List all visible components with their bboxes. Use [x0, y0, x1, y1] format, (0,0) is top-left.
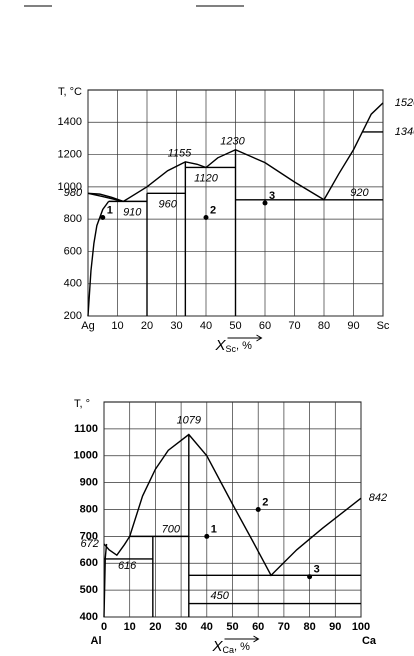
phase-line: [323, 102, 384, 201]
point-label: 2: [210, 204, 216, 216]
annotation: 1155: [168, 148, 193, 160]
phase-line: [87, 200, 110, 317]
annotation: 920: [350, 187, 369, 199]
point: [204, 533, 210, 539]
x-tick-label: 90: [329, 621, 341, 633]
x-tick-label: 40: [201, 621, 213, 633]
x-title-arrow: [227, 334, 263, 342]
y-tick-label: 600: [64, 245, 82, 257]
annotation: 980: [64, 187, 83, 199]
point: [307, 574, 313, 580]
x-tick-label: 70: [288, 320, 300, 332]
phase-line: [103, 543, 108, 618]
annotation: 842: [369, 492, 387, 504]
point: [100, 215, 106, 221]
x-title-main: X: [215, 337, 227, 354]
x-tick-label: 100: [352, 621, 370, 633]
y-tick-label: 400: [64, 278, 82, 290]
x-tick-label: 30: [170, 320, 182, 332]
x-tick-label: 80: [318, 320, 330, 332]
x-tick-label: 30: [175, 621, 187, 633]
y-tick-label: 200: [64, 310, 82, 322]
phase-line: [103, 535, 131, 557]
y-axis-title: T, °: [74, 398, 90, 410]
phase-line: [87, 192, 124, 203]
x-tick-label: 90: [347, 320, 359, 332]
point: [203, 215, 209, 221]
x-title-sub: Sc: [226, 344, 237, 354]
y-tick-label: 1000: [58, 181, 82, 193]
point-label: 3: [269, 190, 275, 202]
chart-top: 200 400 600 800 1000 1200 1400 Ag 10 20 30 40 50 60 70…: [58, 86, 414, 354]
annotation: 1340: [395, 126, 414, 138]
x-tick-label: 50: [226, 621, 238, 633]
x-title-rest: , %: [236, 340, 252, 352]
annotation: 700: [162, 524, 181, 536]
x-tick-label: 0: [101, 621, 107, 633]
x-tick-label: Ag: [81, 320, 94, 332]
y-tick-label: 500: [80, 584, 98, 596]
annotation: 960: [158, 199, 177, 211]
x-tick-label: Sc: [377, 320, 390, 332]
point-label: 1: [211, 523, 217, 535]
point-label: 1: [107, 204, 113, 216]
annotation: 910: [123, 207, 142, 219]
y-tick-label: 900: [80, 477, 98, 489]
y-tick-label: 800: [80, 503, 98, 515]
x-tick-label: 70: [278, 621, 290, 633]
x-axis-title: XSc, %: [215, 337, 253, 354]
x-title-sub: Ca: [223, 645, 235, 655]
y-tick-label: 1400: [58, 116, 82, 128]
point-label: 3: [314, 564, 320, 576]
phase-line: [129, 433, 362, 577]
annotation: 616: [118, 560, 137, 572]
x-tick-label: 60: [252, 621, 264, 633]
point: [262, 200, 268, 206]
x-tick-label: 10: [111, 320, 123, 332]
annotation: 1230: [220, 136, 245, 148]
x-tick-label: 20: [141, 320, 153, 332]
annotation: 1520: [395, 97, 414, 109]
annotation: 450: [210, 590, 229, 602]
x-end-label: Ca: [362, 635, 377, 647]
point: [255, 507, 261, 512]
x-tick-label: 10: [124, 621, 136, 633]
x-tick-label: 50: [229, 320, 241, 332]
annotation: 1079: [177, 415, 201, 427]
x-end-label: Al: [91, 635, 102, 647]
annotation: 672: [81, 538, 99, 550]
x-tick-label: 20: [149, 621, 161, 633]
point-label: 2: [262, 496, 268, 508]
phase-line: [87, 192, 124, 203]
y-tick-label: 600: [80, 557, 98, 569]
y-tick-label: 700: [80, 530, 98, 542]
annotation: 1120: [194, 173, 219, 185]
y-tick-label: 1100: [74, 423, 98, 435]
x-title-rest: , %: [234, 641, 250, 653]
x-axis-title: XCa, %: [212, 638, 251, 655]
y-axis-title: T, °C: [58, 86, 82, 98]
x-tick-label: 80: [303, 621, 315, 633]
x-tick-label: 60: [259, 320, 271, 332]
y-tick-label: 400: [80, 611, 98, 623]
y-tick-label: 1000: [74, 450, 98, 462]
x-tick-label: 40: [200, 320, 212, 332]
x-title-main: X: [212, 638, 224, 655]
y-tick-label: 800: [64, 213, 82, 225]
x-title-arrow: [224, 635, 260, 643]
y-tick-label: 1200: [58, 148, 82, 160]
